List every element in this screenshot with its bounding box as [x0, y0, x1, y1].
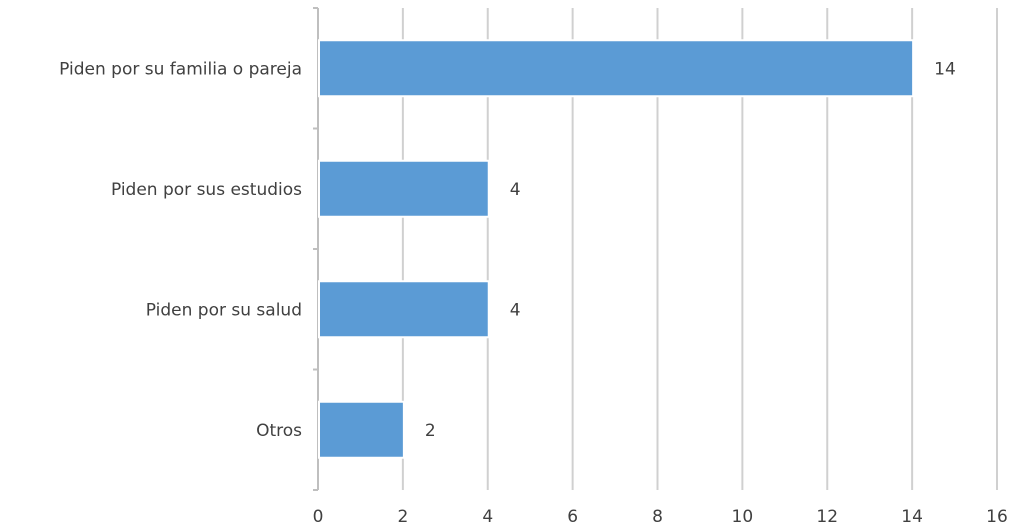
data-label-1: 4	[510, 180, 521, 200]
x-tick-label-16: 16	[986, 507, 1008, 527]
x-tick-label-2: 2	[397, 507, 408, 527]
x-tick-label-14: 14	[901, 507, 923, 527]
category-axis	[313, 7, 319, 491]
category-label-2: Piden por su salud	[146, 300, 302, 320]
data-label-0: 14	[934, 59, 956, 79]
category-label-1: Piden por sus estudios	[111, 180, 302, 200]
x-tick-label-6: 6	[567, 507, 578, 527]
labels: 0 2 4 6 8 10 12 14 16 Piden por su familia o pare…	[59, 59, 1008, 527]
data-label-3: 2	[425, 421, 436, 441]
x-tick-label-0: 0	[313, 507, 324, 527]
x-tick-label-12: 12	[816, 507, 838, 527]
bars	[318, 39, 915, 459]
x-tick-label-10: 10	[732, 507, 754, 527]
bar-3	[320, 402, 403, 457]
category-label-0: Piden por su familia o pareja	[59, 59, 302, 79]
data-label-2: 4	[510, 300, 521, 320]
x-tick-label-8: 8	[652, 507, 663, 527]
bar-1	[320, 161, 488, 216]
category-label-3: Otros	[256, 421, 302, 441]
bar-2	[320, 282, 488, 337]
x-tick-label-4: 4	[482, 507, 493, 527]
bar-0	[320, 41, 913, 96]
